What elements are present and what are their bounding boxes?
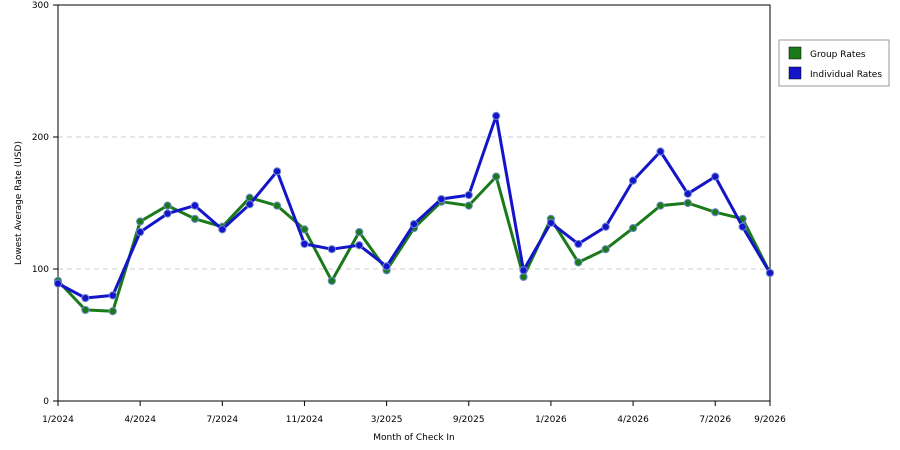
data-point-group-rates: [683, 198, 692, 208]
data-point-individual-rates: [628, 176, 638, 185]
data-point-individual-rates: [108, 291, 117, 300]
y-tick-label: 100: [32, 265, 49, 275]
data-point-individual-rates: [738, 222, 747, 231]
legend: Group Rates Individual Rates: [778, 39, 890, 87]
data-point-individual-rates: [136, 227, 145, 237]
data-point-individual-rates: [409, 220, 419, 229]
series-group: [53, 111, 775, 316]
data-point-individual-rates: [81, 293, 90, 303]
plot-area: [57, 4, 771, 402]
data-point-individual-rates: [711, 172, 720, 181]
x-tick-label: 9/2025: [453, 415, 485, 425]
x-tick-label: 1/2024: [42, 415, 74, 425]
x-tick-label: 1/2026: [535, 415, 567, 425]
legend-label-individual-rates: Individual Rates: [810, 70, 882, 80]
x-tick-label: 4/2024: [124, 415, 156, 425]
data-point-group-rates: [190, 214, 200, 223]
data-point-individual-rates: [656, 147, 665, 156]
data-point-individual-rates: [163, 209, 172, 218]
y-axis: 0 100 200 300: [32, 1, 58, 407]
data-point-group-rates: [300, 225, 309, 234]
data-point-individual-rates: [546, 218, 556, 227]
data-point-individual-rates: [218, 225, 227, 234]
series-line-group-rates: [56, 175, 772, 313]
data-point-individual-rates: [355, 241, 364, 250]
data-point-group-rates: [711, 208, 720, 217]
y-tick-label: 0: [43, 397, 49, 407]
data-point-group-rates: [656, 201, 665, 210]
x-axis-title: Month of Check In: [373, 433, 455, 443]
data-point-individual-rates: [437, 194, 446, 204]
data-point-group-rates: [272, 201, 282, 210]
data-point-group-rates: [574, 258, 583, 267]
data-point-group-rates: [163, 201, 172, 210]
data-point-group-rates: [492, 172, 501, 181]
x-tick-label: 11/2024: [286, 415, 324, 425]
data-point-group-rates: [601, 245, 610, 254]
data-point-group-rates: [464, 201, 473, 210]
x-tick-label: 3/2025: [371, 415, 403, 425]
data-point-individual-rates: [300, 239, 309, 249]
data-point-individual-rates: [53, 279, 63, 288]
x-tick-label: 4/2026: [617, 415, 649, 425]
y-axis-title: Lowest Average Rate (USD): [14, 141, 24, 265]
data-point-individual-rates: [574, 239, 583, 249]
x-tick-label: 7/2024: [206, 415, 238, 425]
x-tick-label: 7/2026: [699, 415, 731, 425]
legend-swatch-group-rates: [788, 46, 802, 60]
data-point-individual-rates: [382, 262, 391, 271]
data-point-individual-rates: [765, 268, 775, 278]
data-point-group-rates: [355, 227, 364, 237]
data-point-group-rates: [81, 305, 90, 315]
data-point-individual-rates: [601, 222, 610, 231]
data-point-group-rates: [136, 217, 145, 226]
data-point-individual-rates: [190, 201, 200, 210]
legend-label-group-rates: Group Rates: [810, 50, 866, 60]
data-point-individual-rates: [327, 245, 336, 254]
data-point-group-rates: [108, 307, 117, 316]
data-point-individual-rates: [272, 167, 282, 176]
data-point-individual-rates: [245, 200, 254, 209]
data-point-individual-rates: [464, 190, 473, 200]
data-point-individual-rates: [492, 111, 501, 120]
data-point-group-rates: [327, 276, 336, 285]
data-point-individual-rates: [683, 189, 692, 198]
x-axis: 1/2024 4/2024 7/2024 11/2024 3/2025 9/2025 1/2…: [42, 401, 786, 425]
grid-lines: [58, 136, 770, 270]
legend-swatch-individual-rates: [788, 66, 802, 80]
data-point-individual-rates: [519, 266, 528, 275]
y-tick-label: 300: [32, 1, 49, 11]
y-tick-label: 200: [32, 133, 49, 143]
x-tick-label: 9/2026: [754, 415, 786, 425]
data-point-group-rates: [628, 223, 638, 233]
